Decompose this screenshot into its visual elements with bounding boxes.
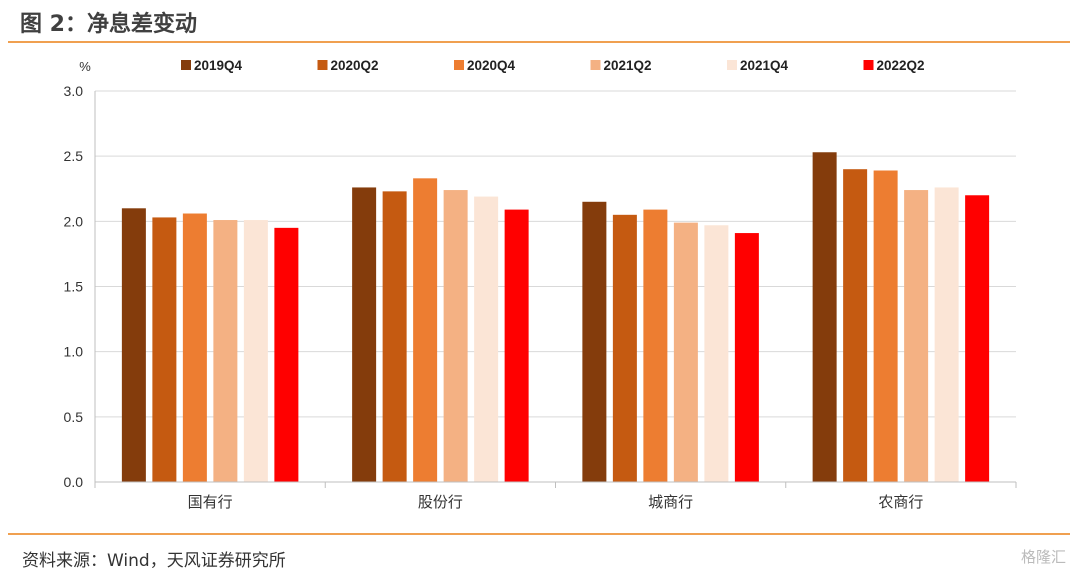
y-tick-label: 1.0: [64, 344, 84, 360]
legend-label: 2021Q4: [740, 58, 789, 73]
x-category-label: 农商行: [878, 494, 923, 511]
bar-2019q4-1: [121, 208, 146, 483]
legend-swatch: [181, 60, 191, 70]
bar-2020q2-1: [152, 217, 177, 482]
y-tick-label: 0.0: [64, 474, 84, 490]
bar-2020q4-2: [413, 178, 438, 482]
bar-2021q4-3: [704, 225, 729, 482]
bar-2021q4-1: [243, 220, 268, 482]
bottom-divider: [8, 533, 1070, 535]
legend-label: 2019Q4: [194, 58, 243, 73]
bar-2022q2-1: [274, 227, 299, 482]
bar-2020q4-3: [643, 209, 668, 482]
legend-swatch: [727, 60, 737, 70]
y-tick-label: 2.0: [64, 213, 84, 229]
bar-2021q2-4: [904, 190, 929, 482]
bars: [121, 152, 990, 483]
source-note: 资料来源：Wind，天风证券研究所: [22, 551, 286, 571]
bar-2022q2-4: [965, 195, 990, 482]
bar-2022q2-2: [504, 209, 529, 482]
y-axis-unit-label: %: [79, 59, 91, 74]
bar-2020q2-2: [382, 191, 407, 482]
y-tick-label: 1.5: [64, 279, 84, 295]
bar-2020q4-4: [873, 170, 898, 482]
bar-2021q2-1: [213, 220, 238, 482]
top-divider: [8, 41, 1070, 43]
bar-2020q2-4: [843, 169, 868, 482]
legend-swatch: [454, 60, 464, 70]
x-category-label: 股份行: [418, 494, 463, 511]
bar-chart: % 2019Q4 2020Q2 2020Q4 2021Q2 2021Q4 2022Q2 0…: [64, 58, 1017, 511]
y-tick-label: 2.5: [64, 148, 84, 164]
legend-swatch: [863, 60, 874, 70]
bar-2020q2-3: [612, 214, 637, 483]
watermark-logo: 格隆汇: [1020, 548, 1066, 566]
legend-swatch: [590, 60, 601, 70]
y-tick-label: 0.5: [64, 409, 84, 425]
legend-label: 2020Q2: [331, 58, 379, 73]
legend-label: 2020Q4: [467, 58, 516, 73]
legend-label: 2022Q2: [877, 58, 925, 73]
y-axis-ticks: 0.0 0.5 1.0 1.5 2.0 2.5 3.0: [64, 83, 84, 490]
bar-2021q2-2: [443, 190, 468, 482]
x-axis: [94, 91, 1017, 488]
bar-2021q2-3: [673, 222, 698, 483]
legend-label: 2021Q2: [604, 58, 652, 73]
x-axis-category-labels: 国有行 股份行 城商行 农商行: [188, 494, 924, 511]
legend-swatch: [317, 60, 328, 70]
bar-2019q4-2: [352, 187, 377, 483]
y-tick-label: 3.0: [64, 83, 84, 99]
bar-2019q4-3: [582, 201, 607, 483]
x-category-label: 国有行: [188, 494, 233, 511]
bar-2020q4-1: [182, 213, 207, 482]
bar-2021q4-4: [934, 187, 959, 483]
x-category-label: 城商行: [648, 494, 693, 511]
bar-2019q4-4: [812, 152, 837, 483]
bar-2021q4-2: [474, 196, 499, 482]
bar-2022q2-3: [734, 233, 759, 482]
figure-title: 图 2：净息差变动: [20, 12, 197, 37]
legend: 2019Q4 2020Q2 2020Q4 2021Q2 2021Q4 2022Q2: [181, 58, 925, 73]
